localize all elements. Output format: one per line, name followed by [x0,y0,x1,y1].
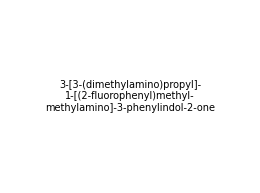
Text: 3-[3-(dimethylamino)propyl]-
1-[(2-fluorophenyl)methyl-
methylamino]-3-phenylind: 3-[3-(dimethylamino)propyl]- 1-[(2-fluor… [45,80,215,113]
